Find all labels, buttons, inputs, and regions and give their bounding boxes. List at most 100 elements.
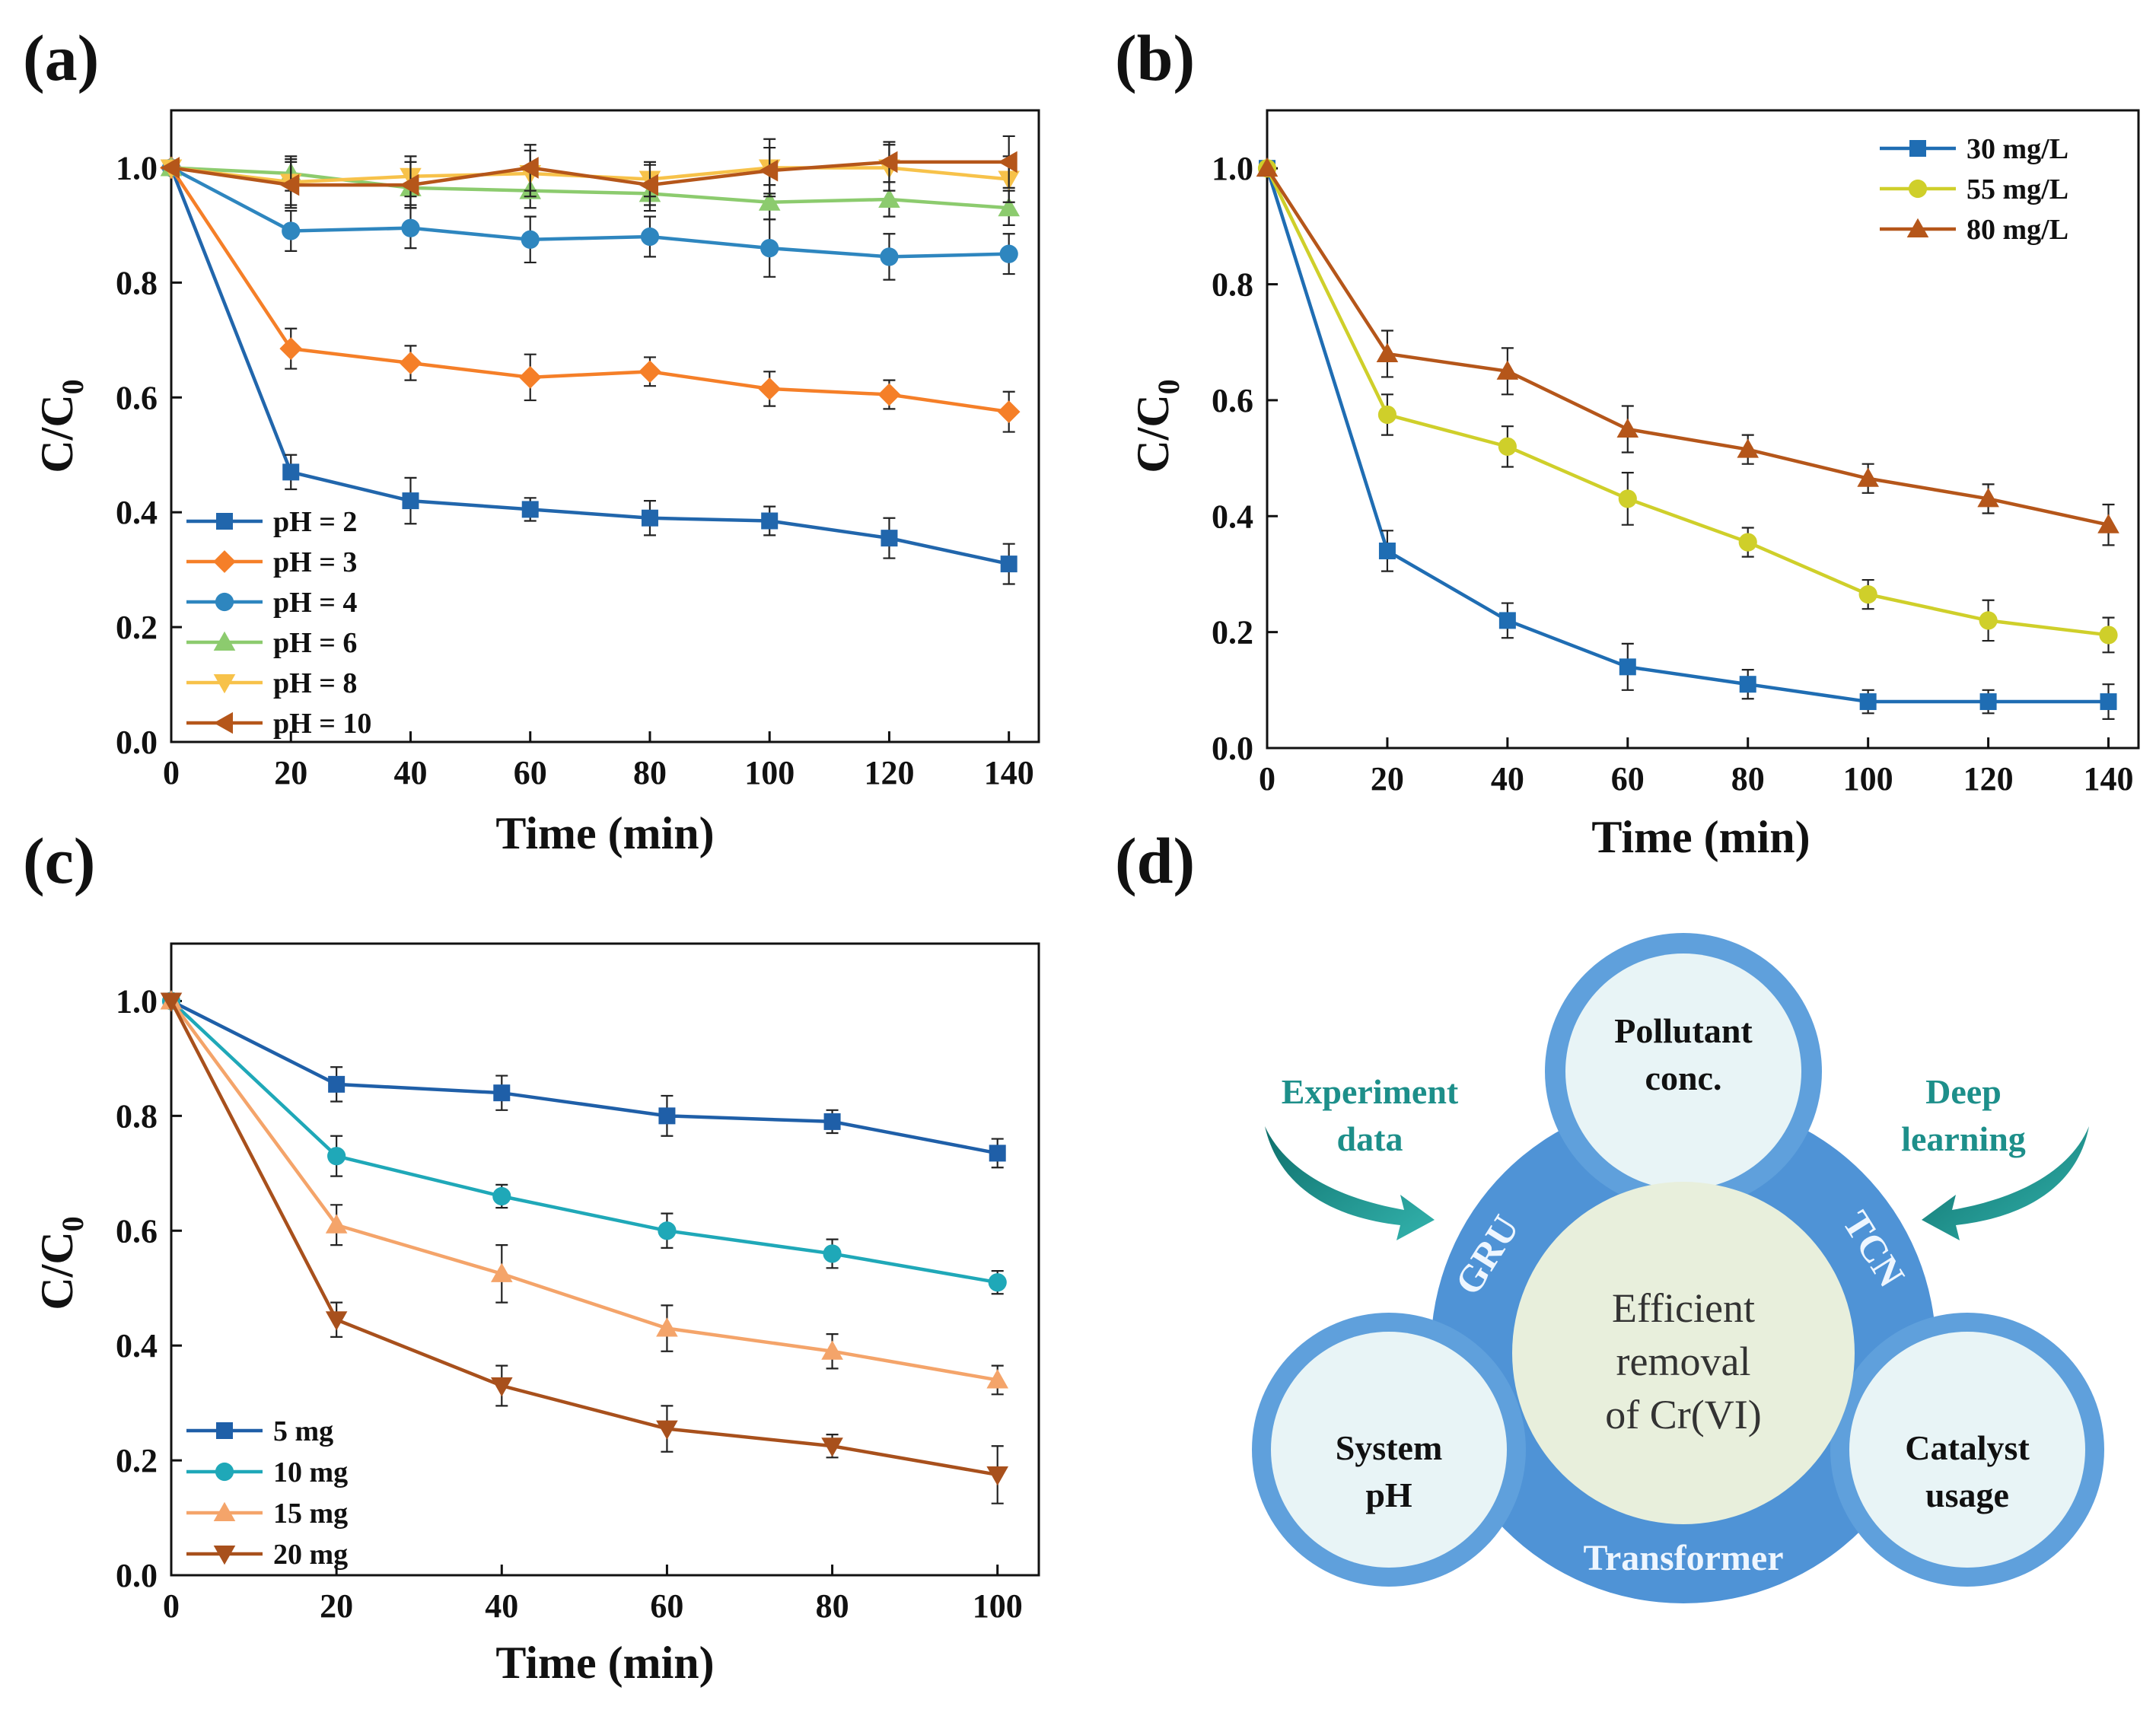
data-point [986,1369,1009,1389]
data-point [279,337,303,360]
panel-c-axes: 0 20 40 60 80 100 0.0 0.2 0.4 0.6 0.8 1.0 [116,982,1023,1625]
data-point [640,227,660,247]
data-point [989,1145,1006,1162]
data-point [658,1107,676,1125]
data-point [160,157,180,179]
x-tick-label: 0 [163,754,180,791]
panel-b-ylabel-main: C/C [1128,394,1178,473]
panel-a-legend: pH = 2 pH = 3 pH = 4 pH = 6 pH = 8 pH = 10 [186,506,371,740]
data-point [821,1340,843,1360]
legend-label: 10 mg [273,1457,348,1488]
legend-label: 15 mg [273,1498,348,1530]
panel-b-ylabel-sub: 0 [1151,379,1186,394]
series-line-ph-4 [170,166,1009,259]
x-tick-label: 40 [485,1587,518,1625]
legend-label: pH = 3 [273,546,357,578]
legend-marker [216,1422,233,1439]
data-point [282,463,300,481]
center-circle-line-2: removal [1616,1339,1751,1384]
series-line-ph-10 [170,160,1009,187]
data-point [656,1317,678,1337]
panel-b-label: (b) [1115,21,1195,94]
data-point [878,151,898,174]
legend-marker [213,712,233,734]
data-point [325,1311,348,1331]
y-tick-label: 1.0 [116,982,158,1020]
data-point [877,383,901,406]
legend-marker [215,592,234,612]
x-tick-label: 20 [1371,760,1404,798]
data-point [1619,658,1636,676]
legend-label: pH = 10 [273,708,371,740]
data-point [639,174,658,196]
data-point [282,221,301,240]
deep-learning-arrow-icon [1922,1126,2089,1240]
deep-learning-line-1: Deep [1925,1072,2002,1111]
data-point [2099,626,2118,645]
legend-marker [216,513,233,530]
panel-c-frame [170,942,1040,1577]
legend-label: 5 mg [273,1415,333,1447]
data-point [1858,585,1877,604]
series-line-ph-6 [170,166,1009,210]
y-tick-label: 0.4 [116,494,158,531]
legend-marker [1908,179,1928,199]
series-line-80-mg-l [1266,167,2109,527]
x-tick-label: 80 [633,754,667,791]
data-point [1618,489,1637,508]
y-tick-label: 0.0 [116,1557,158,1594]
top-circle-line-2: conc. [1645,1059,1722,1097]
data-point [490,1377,513,1397]
data-point [279,174,300,196]
series-line-30-mg-l [1265,167,2109,704]
x-tick-label: 120 [864,754,914,791]
y-tick-label: 0.4 [1212,498,1253,535]
x-tick-label: 20 [274,754,307,791]
data-point [639,360,661,384]
legend-label: 55 mg/L [1967,174,2068,205]
data-point [999,244,1018,263]
data-point [821,1437,843,1457]
data-point [521,501,539,518]
panel-c-label: (c) [23,824,95,897]
data-point [160,992,183,1012]
data-point [1979,693,1997,711]
data-point [521,230,540,249]
series-line-5-mg [170,999,998,1155]
y-tick-label: 0.2 [116,609,158,646]
data-point [401,218,420,237]
x-tick-label: 60 [1611,760,1645,798]
x-tick-label: 80 [1731,760,1765,798]
data-point [400,174,419,196]
legend-marker [1909,140,1926,157]
data-point [1738,533,1757,552]
x-tick-label: 100 [1843,760,1893,798]
series-line-ph-3 [170,167,1010,414]
legend-marker [1906,218,1929,237]
x-tick-label: 40 [1491,760,1524,798]
data-point [1616,418,1639,438]
data-point [1378,542,1396,559]
data-point [1857,467,1879,487]
panel-a-ylabel-sub: 0 [56,379,90,394]
x-tick-label: 120 [1963,760,2014,798]
legend-label: 30 mg/L [1967,133,2068,165]
data-point [1859,693,1877,711]
panel-d-diagram: Pollutant conc. System pH Catalyst usage… [1252,933,2104,1603]
diagram-left-circle [1271,1332,1507,1568]
legend-marker [213,674,236,694]
x-tick-label: 60 [514,754,547,791]
top-circle-line-1: Pollutant [1614,1011,1753,1050]
data-point [1739,676,1756,693]
x-tick-label: 140 [2084,760,2134,798]
data-point [402,492,419,510]
panel-b-xlabel: Time (min) [1591,812,1810,862]
panel-c-ylabel-sub: 0 [56,1216,90,1231]
data-point [986,1466,1009,1486]
y-tick-label: 0.0 [116,724,158,761]
data-point [1498,612,1516,629]
experiment-data-arrow-icon [1265,1126,1435,1240]
x-tick-label: 0 [1259,760,1275,798]
y-tick-label: 0.6 [1212,382,1253,419]
x-tick-label: 40 [393,754,427,791]
